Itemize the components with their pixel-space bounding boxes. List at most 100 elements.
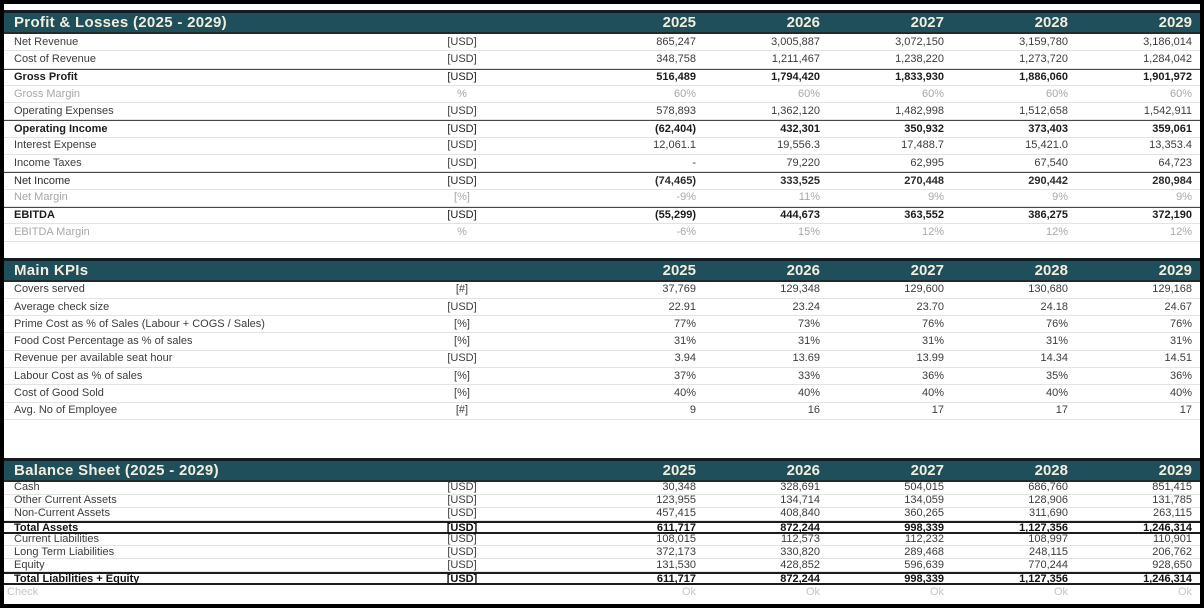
row-value: 79,220 bbox=[786, 156, 820, 169]
row-value: 611,717 bbox=[656, 573, 696, 586]
row-value: 348,758 bbox=[656, 52, 696, 65]
row-value: 33% bbox=[797, 369, 820, 382]
balance-sheet-header: Balance Sheet (2025 - 2029) 2025 2026 20… bbox=[4, 457, 1200, 482]
section-title: Profit & Losses (2025 - 2029) bbox=[14, 14, 227, 31]
row-value: 611,717 bbox=[656, 521, 696, 534]
row-value: 1,246,314 bbox=[1143, 573, 1192, 586]
row-label: Current Liabilities bbox=[14, 533, 99, 545]
row-value: 110,901 bbox=[1153, 532, 1192, 545]
row-value: 360,265 bbox=[904, 507, 944, 520]
row-unit: [USD] bbox=[447, 352, 477, 365]
table-row: Gross Margin% 60% 60% 60% 60% 60% bbox=[4, 85, 1200, 104]
table-row: Prime Cost as % of Sales (Labour + COGS … bbox=[4, 316, 1200, 334]
row-value: 280,984 bbox=[1152, 174, 1192, 187]
check-value: Ok bbox=[1177, 585, 1192, 598]
row-unit: [#] bbox=[455, 404, 469, 417]
row-label: Cash bbox=[14, 482, 40, 494]
table-row: Long Term Liabilities [USD] 372,173 330,820… bbox=[4, 545, 1200, 560]
row-value: 14.34 bbox=[1040, 352, 1068, 365]
year-header: 2027 bbox=[910, 261, 944, 279]
row-value: 123,955 bbox=[656, 494, 696, 507]
year-header: 2029 bbox=[1158, 461, 1192, 479]
row-value: 76% bbox=[921, 317, 944, 330]
row-unit: % bbox=[457, 225, 467, 238]
row-label: Cost of Good Sold bbox=[14, 387, 104, 399]
section-balance-sheet: Balance Sheet (2025 - 2029) 2025 2026 20… bbox=[4, 457, 1200, 586]
row-label: Food Cost Percentage as % of sales bbox=[14, 336, 193, 348]
row-value: 686,760 bbox=[1028, 481, 1068, 494]
row-value: 363,552 bbox=[904, 209, 944, 222]
row-value: 15,421.0 bbox=[1025, 139, 1068, 152]
table-row: Net Margin [%] -9% 11% 9% 9% 9% bbox=[4, 189, 1200, 207]
row-value: 37% bbox=[673, 369, 696, 382]
row-value: 9% bbox=[928, 191, 944, 204]
row-value: 60% bbox=[1169, 87, 1192, 100]
check-value: Ok bbox=[929, 585, 944, 598]
row-unit: [USD] bbox=[447, 70, 477, 83]
table-row: Equity [USD] 131,530 428,852 596,639 770,244 9… bbox=[4, 558, 1200, 573]
row-unit: [USD] bbox=[447, 481, 477, 494]
row-value: 108,015 bbox=[656, 532, 696, 545]
row-value: 457,415 bbox=[656, 507, 696, 520]
row-label: Avg. No of Employee bbox=[14, 405, 118, 417]
row-value: 31% bbox=[1169, 335, 1192, 348]
row-value: 373,403 bbox=[1028, 122, 1068, 135]
row-value: 37,769 bbox=[662, 283, 696, 296]
row-value: 112,573 bbox=[781, 532, 820, 545]
row-value: 40% bbox=[1045, 386, 1068, 399]
row-unit: [%] bbox=[454, 335, 470, 348]
row-value: 3,159,780 bbox=[1019, 35, 1068, 48]
section-main-kpis: Main KPIs 2025 2026 2027 2028 2029 Cover… bbox=[4, 257, 1200, 420]
row-value: 596,639 bbox=[904, 558, 944, 571]
row-value: 130,680 bbox=[1028, 283, 1068, 296]
row-value: 328,691 bbox=[780, 481, 820, 494]
row-label: Gross Profit bbox=[14, 71, 78, 83]
row-value: 31% bbox=[1045, 335, 1068, 348]
table-row: Average check size [USD] 22.91 23.24 23.70 24… bbox=[4, 298, 1200, 317]
row-label: Covers served bbox=[14, 284, 85, 296]
table-row: Income Taxes [USD] - 79,220 62,995 67,540 64,7… bbox=[4, 155, 1200, 173]
table-row: Labour Cost as % of sales [%] 37% 33% 36% 35%… bbox=[4, 368, 1200, 386]
table-row: Total Assets [USD] 611,717 872,244 998,339 1,… bbox=[4, 520, 1200, 534]
table-row: Cost of Revenue [USD] 348,758 1,211,467 1,23… bbox=[4, 51, 1200, 69]
row-value: 1,901,972 bbox=[1143, 70, 1192, 83]
table-row: Interest Expense [USD] 12,061.1 19,556.3 17,… bbox=[4, 137, 1200, 156]
row-unit: [USD] bbox=[446, 521, 478, 534]
year-header: 2028 bbox=[1034, 461, 1068, 479]
row-unit: [USD] bbox=[447, 156, 477, 169]
row-value: 1,482,998 bbox=[895, 104, 944, 117]
row-value: 131,785 bbox=[1152, 494, 1192, 507]
row-value: 12,061.1 bbox=[653, 139, 696, 152]
row-label: Operating Income bbox=[14, 123, 108, 135]
row-value: 1,273,720 bbox=[1019, 52, 1068, 65]
row-label: Non-Current Assets bbox=[14, 508, 110, 520]
row-value: 12% bbox=[921, 225, 944, 238]
row-label: Long Term Liabilities bbox=[14, 546, 115, 558]
row-value: 23.70 bbox=[916, 300, 944, 313]
row-unit: % bbox=[457, 87, 467, 100]
row-value: 1,362,120 bbox=[771, 104, 820, 117]
row-value: 372,190 bbox=[1152, 209, 1192, 222]
row-value: 333,525 bbox=[780, 174, 820, 187]
check-label: Check bbox=[7, 585, 39, 598]
section-profit-losses: Profit & Losses (2025 - 2029) 2025 2026 … bbox=[4, 10, 1200, 242]
year-header: 2027 bbox=[910, 461, 944, 479]
row-value: 1,284,042 bbox=[1143, 52, 1192, 65]
main-kpis-rows: Covers served [#] 37,769 129,348 129,600 130,… bbox=[4, 281, 1200, 420]
row-value: 31% bbox=[921, 335, 944, 348]
row-value: 1,794,420 bbox=[771, 70, 820, 83]
section-title: Balance Sheet (2025 - 2029) bbox=[14, 461, 219, 479]
check-value: Ok bbox=[805, 585, 820, 598]
row-value: 516,489 bbox=[656, 70, 696, 83]
row-value: 386,275 bbox=[1028, 209, 1068, 222]
row-label: Other Current Assets bbox=[14, 495, 117, 507]
row-value: 60% bbox=[1045, 87, 1068, 100]
row-value: 129,168 bbox=[1152, 283, 1192, 296]
row-value: 76% bbox=[1169, 317, 1192, 330]
row-unit: [%] bbox=[454, 317, 470, 330]
row-value: 372,173 bbox=[656, 545, 696, 558]
row-value: 263,115 bbox=[1153, 507, 1192, 520]
check-row: Check Ok Ok Ok Ok Ok bbox=[4, 585, 1200, 599]
table-row: Covers served [#] 37,769 129,348 129,600 130,… bbox=[4, 281, 1200, 299]
